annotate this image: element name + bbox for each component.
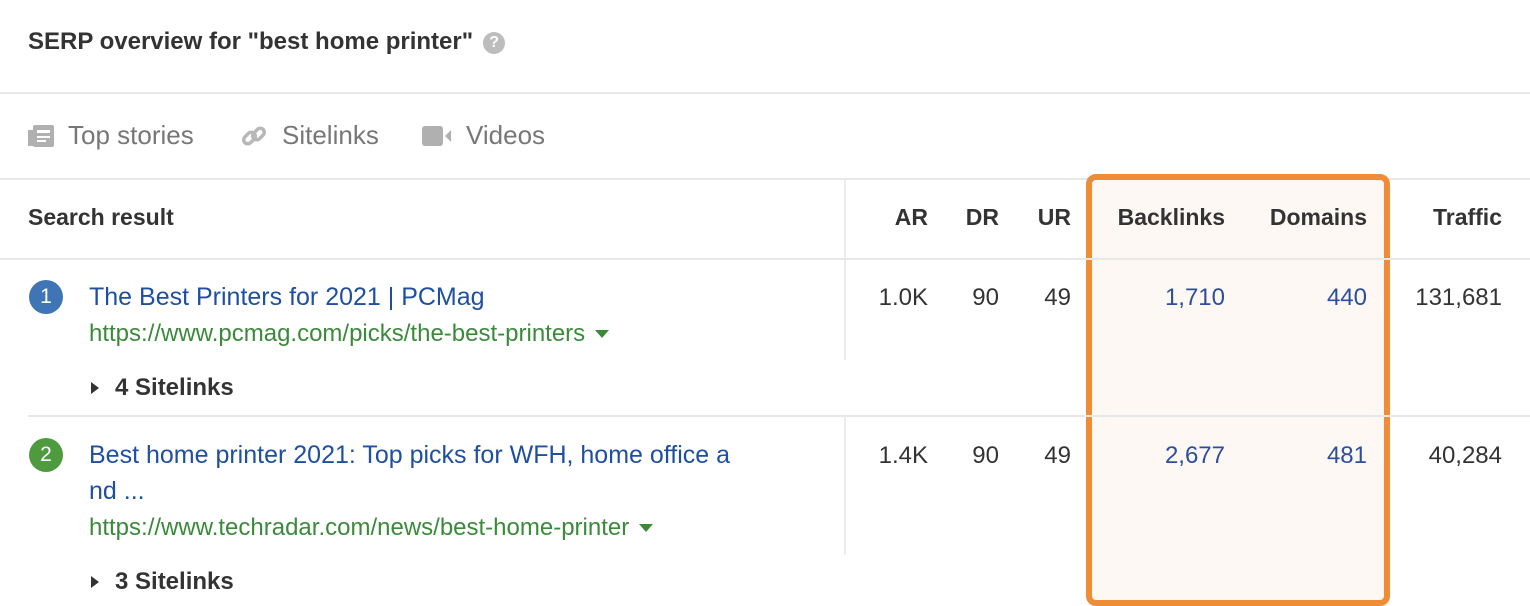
sitelinks-toggle[interactable]: 3 Sitelinks <box>91 568 234 596</box>
col-backlinks[interactable]: Backlinks <box>1117 204 1225 230</box>
divider <box>0 178 1530 180</box>
col-search-result[interactable]: Search result <box>28 204 174 230</box>
ar-value: 1.4K <box>878 442 928 469</box>
col-ur[interactable]: UR <box>1037 204 1071 230</box>
result-url[interactable]: https://www.pcmag.com/picks/the-best-pri… <box>89 320 610 348</box>
result-title-link[interactable]: The Best Printers for 2021 | PCMag <box>89 283 485 311</box>
page-title: SERP overview for "best home printer"? <box>28 28 506 56</box>
tab-videos[interactable]: Videos <box>422 120 545 151</box>
dr-value: 90 <box>972 442 999 469</box>
result-title-link[interactable]: Best home printer 2021: Top picks for WF… <box>89 441 731 505</box>
col-domains[interactable]: Domains <box>1269 204 1367 230</box>
caret-right-icon <box>91 382 99 394</box>
divider <box>844 180 846 259</box>
newspaper-icon <box>28 124 54 147</box>
divider <box>844 417 846 555</box>
caret-right-icon <box>91 576 99 588</box>
domains-link[interactable]: 440 <box>1326 284 1367 311</box>
position-badge: 1 <box>29 280 63 314</box>
link-icon <box>241 125 267 146</box>
divider <box>0 258 1530 260</box>
dr-value: 90 <box>972 284 999 311</box>
traffic-value: 40,284 <box>1428 442 1502 469</box>
caret-down-icon[interactable] <box>595 330 610 338</box>
col-dr[interactable]: DR <box>965 204 999 230</box>
backlinks-link[interactable]: 1,710 <box>1164 284 1225 311</box>
divider <box>28 415 1530 417</box>
traffic-value: 131,681 <box>1415 284 1502 311</box>
caret-down-icon[interactable] <box>639 524 654 532</box>
result-url[interactable]: https://www.techradar.com/news/best-home… <box>89 514 654 542</box>
tab-top-stories[interactable]: Top stories <box>28 120 194 151</box>
tab-sitelinks[interactable]: Sitelinks <box>240 120 379 151</box>
ar-value: 1.0K <box>878 284 928 311</box>
col-traffic[interactable]: Traffic <box>1432 204 1502 230</box>
divider <box>0 92 1530 94</box>
divider <box>844 260 846 360</box>
highlight-box <box>1086 174 1390 606</box>
backlinks-link[interactable]: 2,677 <box>1164 442 1225 469</box>
video-camera-icon <box>422 125 451 146</box>
col-ar[interactable]: AR <box>894 204 928 230</box>
position-badge: 2 <box>29 438 63 472</box>
help-icon[interactable]: ? <box>483 32 506 54</box>
ur-value: 49 <box>1044 284 1071 311</box>
sitelinks-toggle[interactable]: 4 Sitelinks <box>91 374 234 402</box>
ur-value: 49 <box>1044 442 1071 469</box>
domains-link[interactable]: 481 <box>1326 442 1367 469</box>
